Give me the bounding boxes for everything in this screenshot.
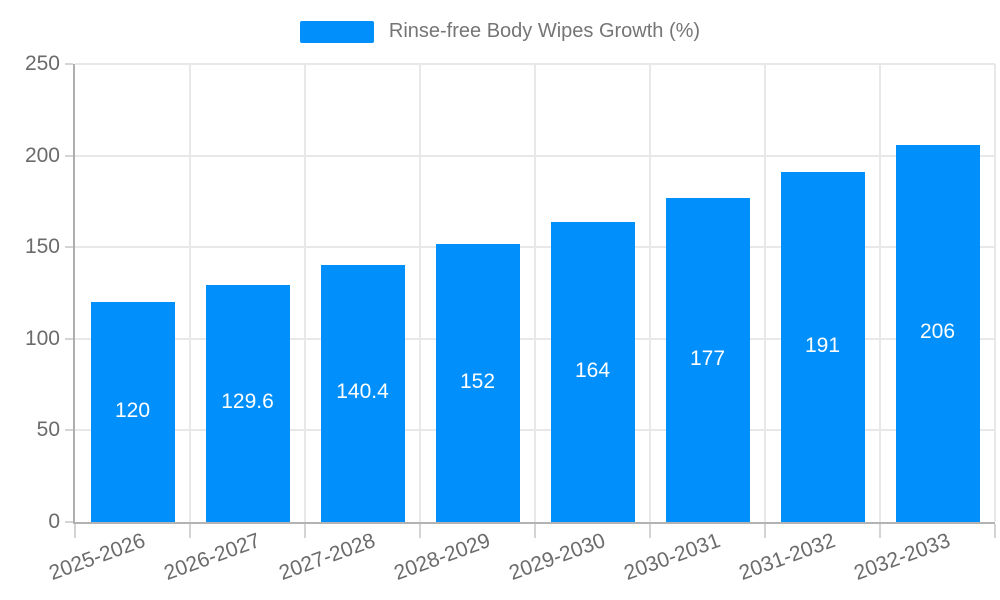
x-gridline <box>764 64 766 522</box>
bar-value-label: 152 <box>459 369 496 393</box>
x-gridline <box>649 64 651 522</box>
x-tick <box>764 524 766 538</box>
x-axis-tick-label: 2025-2026 <box>46 529 149 585</box>
y-tick <box>65 154 73 157</box>
bar-value-label: 120 <box>114 399 151 423</box>
x-tick <box>419 524 421 538</box>
y-tick <box>65 521 73 523</box>
bar-2029-2030[interactable]: 164 <box>550 221 635 522</box>
bar-value-label: 129.6 <box>221 390 274 414</box>
x-gridline <box>189 64 191 522</box>
x-tick <box>994 524 996 538</box>
x-gridline <box>879 64 881 522</box>
y-tick <box>65 429 73 432</box>
bar-2027-2028[interactable]: 140.4 <box>320 264 405 522</box>
y-axis-tick-label: 50 <box>36 418 60 442</box>
x-axis-tick-label: 2026-2027 <box>161 529 264 585</box>
x-tick <box>304 524 306 538</box>
bar-2025-2026[interactable]: 120 <box>90 302 175 522</box>
bar-value-label: 177 <box>689 346 726 370</box>
bar-2026-2027[interactable]: 129.6 <box>205 284 290 522</box>
bar-value-label: 191 <box>804 334 841 358</box>
x-axis-tick-label: 2028-2029 <box>391 529 494 585</box>
chart-legend[interactable]: Rinse-free Body Wipes Growth (%) <box>0 20 1000 43</box>
y-axis-tick-label: 200 <box>24 143 60 167</box>
x-gridline <box>994 64 996 522</box>
legend-label: Rinse-free Body Wipes Growth (%) <box>388 20 701 42</box>
bar-2028-2029[interactable]: 152 <box>435 243 520 522</box>
x-gridline <box>534 64 536 522</box>
x-axis-tick-label: 2030-2031 <box>621 529 724 585</box>
bar-value-label: 164 <box>574 358 611 382</box>
y-axis-tick-label: 0 <box>48 510 60 533</box>
bar-value-label: 140.4 <box>336 380 389 404</box>
y-axis-tick-label: 250 <box>24 52 60 75</box>
bar-2031-2032[interactable]: 191 <box>780 172 865 522</box>
x-tick <box>649 524 651 538</box>
bar-2030-2031[interactable]: 177 <box>665 197 750 522</box>
x-tick <box>534 524 536 538</box>
x-axis-tick-label: 2027-2028 <box>276 529 379 585</box>
plot-area: 120 129.6 140.4 152 164 177 191 206 <box>65 63 996 538</box>
y-tick <box>65 337 73 340</box>
x-axis-tick-label: 2029-2030 <box>506 529 609 585</box>
y-tick <box>65 63 73 65</box>
x-axis-tick-label: 2032-2033 <box>851 529 954 585</box>
x-axis-tick-label: 2031-2032 <box>736 529 839 585</box>
x-gridline <box>304 64 306 522</box>
y-axis-tick-label: 100 <box>24 326 60 350</box>
y-tick <box>65 246 73 249</box>
y-axis-tick-label: 150 <box>24 235 60 259</box>
x-tick <box>189 524 191 538</box>
x-tick <box>879 524 881 538</box>
legend-swatch-icon <box>299 20 374 43</box>
x-gridline <box>419 64 421 522</box>
bar-2032-2033[interactable]: 206 <box>895 144 980 522</box>
bar-value-label: 206 <box>919 320 956 344</box>
x-tick <box>74 524 76 538</box>
